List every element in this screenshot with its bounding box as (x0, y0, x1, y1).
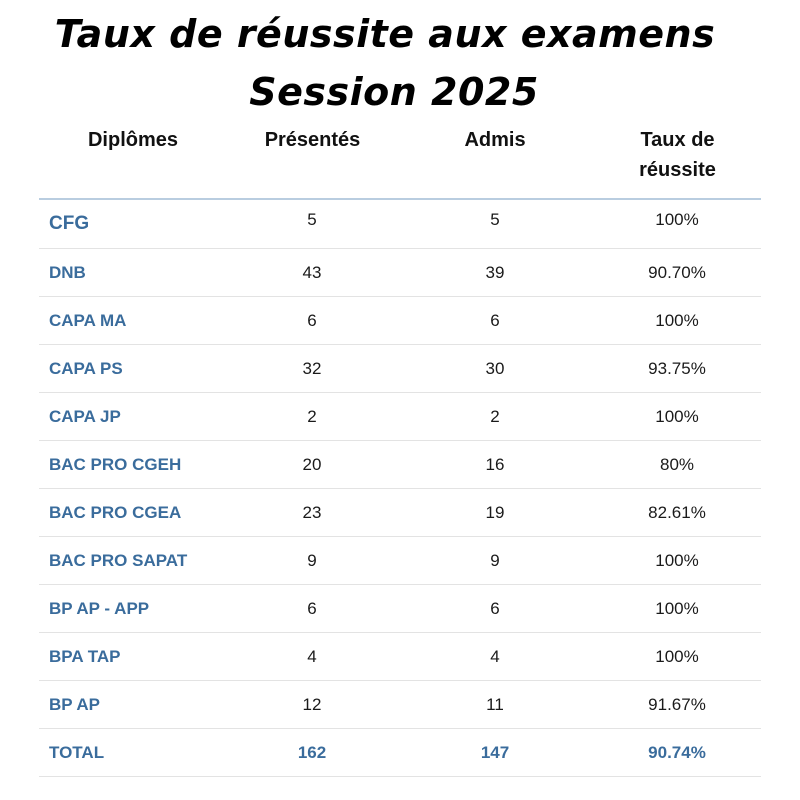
header-taux-line2: réussite (639, 159, 716, 181)
presentes-cell: 6 (307, 598, 317, 618)
admis-cell: 5 (490, 210, 500, 229)
diplome-cell: CFG (49, 213, 90, 234)
table-row: CAPA PS 32 30 93.75% (39, 345, 761, 393)
presentes-cell: 23 (302, 502, 322, 522)
admis-cell: 4 (490, 646, 500, 666)
total-taux: 90.74% (648, 742, 706, 762)
diplome-cell: BPA TAP (49, 646, 121, 666)
presentes-cell: 43 (302, 262, 322, 282)
taux-cell: 82.61% (648, 502, 706, 522)
diplome-cell: BP AP - APP (49, 598, 150, 618)
table-row: BPA TAP 4 4 100% (39, 633, 761, 681)
admis-cell: 9 (490, 550, 500, 570)
table-row: BAC PRO CGEH 20 16 80% (39, 441, 761, 489)
total-label: TOTAL (49, 742, 105, 762)
table-row: BP AP - APP 6 6 100% (39, 585, 761, 633)
diplome-cell: CAPA JP (49, 406, 121, 426)
taux-cell: 100% (655, 406, 699, 426)
taux-cell: 100% (655, 310, 699, 330)
header-presentes: Présentés (240, 125, 385, 155)
admis-cell: 16 (485, 454, 505, 474)
table-row: BP AP 12 11 91.67% (39, 681, 761, 729)
table-row: CAPA JP 2 2 100% (39, 393, 761, 441)
table-row: BAC PRO SAPAT 9 9 100% (39, 537, 761, 585)
page-subtitle: Session 2025 (249, 70, 539, 114)
taux-cell: 100% (655, 550, 699, 570)
taux-cell: 80% (659, 454, 695, 474)
taux-cell: 90.70% (648, 262, 706, 282)
header-taux-line1: Taux de (640, 129, 715, 151)
page-title: Taux de réussite aux examens (54, 12, 716, 56)
taux-cell: 91.67% (648, 694, 706, 714)
admis-cell: 2 (490, 406, 500, 426)
header-divider (39, 198, 761, 200)
presentes-cell: 6 (307, 310, 317, 330)
total-row: TOTAL 162 147 90.74% (39, 729, 761, 777)
presentes-cell: 5 (307, 210, 317, 229)
admis-cell: 30 (485, 358, 505, 378)
table-row: BAC PRO CGEA 23 19 82.61% (39, 489, 761, 537)
presentes-cell: 9 (307, 550, 317, 570)
presentes-cell: 2 (307, 406, 317, 426)
taux-cell: 93.75% (648, 358, 706, 378)
presentes-cell: 12 (302, 694, 322, 714)
taux-cell: 100% (655, 210, 699, 229)
admis-cell: 6 (490, 310, 500, 330)
header-diplomes: Diplômes (68, 125, 198, 155)
header-admis-label: Admis (464, 129, 526, 151)
diplome-cell: CAPA PS (49, 358, 123, 378)
total-admis: 147 (480, 742, 510, 762)
diplome-cell: BAC PRO SAPAT (49, 550, 188, 570)
header-presentes-label: Présentés (264, 129, 361, 151)
taux-cell: 100% (655, 598, 699, 618)
header-admis: Admis (440, 125, 550, 155)
admis-cell: 6 (490, 598, 500, 618)
admis-cell: 19 (485, 502, 505, 522)
presentes-cell: 4 (307, 646, 317, 666)
admis-cell: 39 (485, 262, 505, 282)
diplome-cell: DNB (49, 262, 86, 282)
table-row: CAPA MA 6 6 100% (39, 297, 761, 345)
diplome-cell: BAC PRO CGEA (49, 502, 182, 522)
admis-cell: 11 (486, 694, 504, 714)
total-presentes: 162 (297, 742, 327, 762)
presentes-cell: 32 (302, 358, 322, 378)
table-row: DNB 43 39 90.70% (39, 249, 761, 297)
presentes-cell: 20 (302, 454, 322, 474)
diplome-cell: CAPA MA (49, 310, 127, 330)
taux-cell: 100% (655, 646, 699, 666)
results-table: CFG 5 5 100% DNB 43 39 90.70% CAPA MA 6 … (39, 200, 761, 777)
header-taux: Taux de réussite (620, 125, 735, 185)
header-diplomes-label: Diplômes (87, 129, 179, 151)
table-row: CFG 5 5 100% (39, 200, 761, 249)
diplome-cell: BAC PRO CGEH (49, 454, 182, 474)
diplome-cell: BP AP (49, 694, 101, 714)
